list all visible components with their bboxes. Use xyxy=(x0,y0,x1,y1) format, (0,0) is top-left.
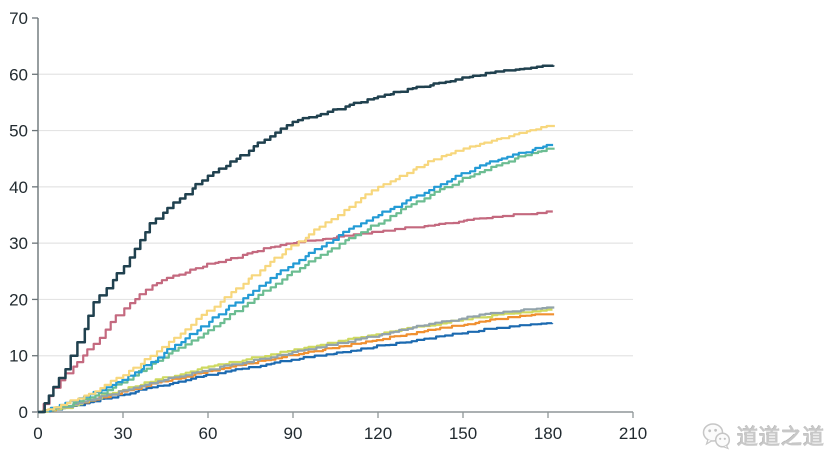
series-line-slate-gray xyxy=(38,306,555,414)
y-tick-label-30: 30 xyxy=(9,234,28,253)
x-tick-label-0: 0 xyxy=(33,424,42,443)
series-lines xyxy=(38,64,555,414)
series-line-rose-pink xyxy=(38,210,553,414)
x-tick-label-180: 180 xyxy=(534,424,562,443)
tick-labels: 0 10 20 30 40 50 60 70 0 30 60 90 120 150 180 210 xyxy=(9,9,647,443)
x-tick-label-60: 60 xyxy=(199,424,218,443)
y-tick-label-20: 20 xyxy=(9,290,28,309)
y-tick-label-0: 0 xyxy=(19,403,28,422)
series-line-yellow xyxy=(38,124,555,414)
axes xyxy=(32,17,634,418)
y-tick-label-70: 70 xyxy=(9,9,28,28)
y-tick-label-10: 10 xyxy=(9,347,28,366)
x-tick-label-30: 30 xyxy=(114,424,133,443)
series-line-dark-navy xyxy=(38,64,555,414)
y-tick-label-50: 50 xyxy=(9,122,28,141)
x-tick-label-210: 210 xyxy=(619,424,647,443)
series-line-dark-blue xyxy=(38,322,554,414)
series-line-orange xyxy=(38,313,555,414)
x-tick-label-150: 150 xyxy=(449,424,477,443)
x-tick-label-90: 90 xyxy=(284,424,303,443)
y-tick-label-60: 60 xyxy=(9,65,28,84)
y-tick-label-40: 40 xyxy=(9,178,28,197)
series-line-cyan-blue xyxy=(38,143,554,414)
x-tick-label-120: 120 xyxy=(364,424,392,443)
